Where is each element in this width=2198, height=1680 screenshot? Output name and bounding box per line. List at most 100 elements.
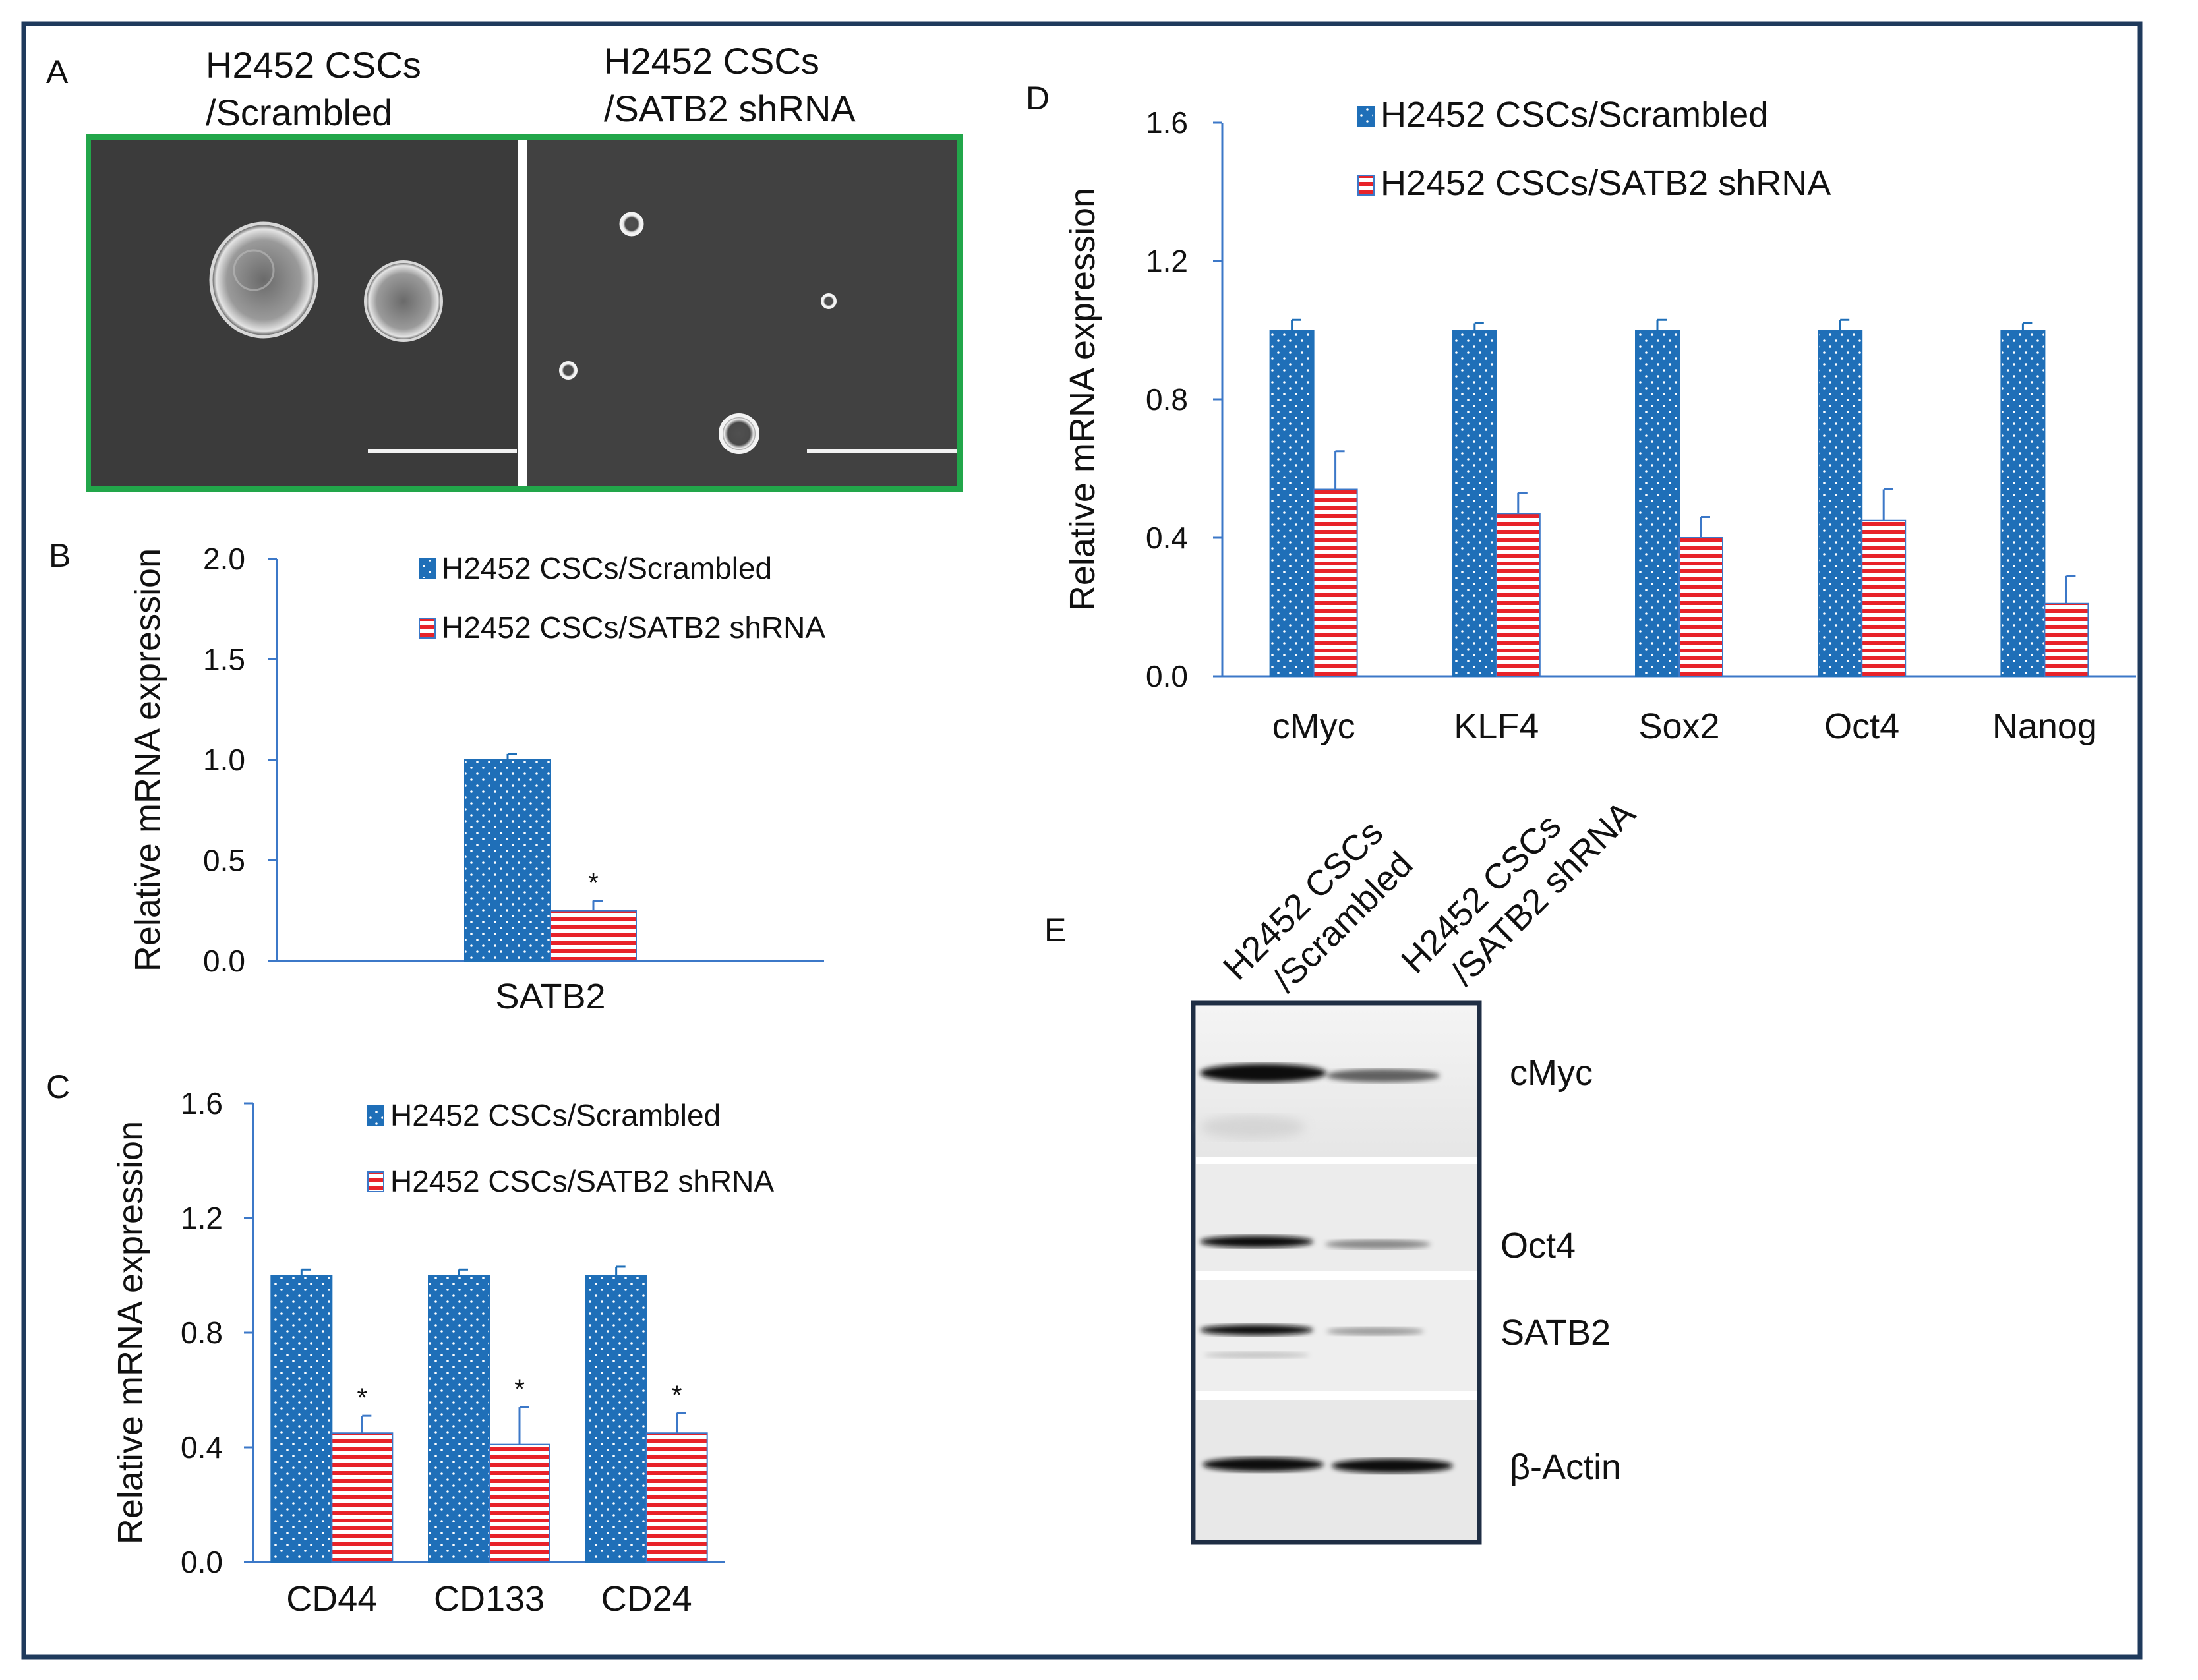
bar-scrambled <box>1818 330 1863 677</box>
panel-a-left-title-1: H2452 CSCs <box>206 44 421 86</box>
category-label: Sox2 <box>1638 707 1719 746</box>
band-satb2-shrna <box>1326 1327 1424 1335</box>
band-cmyc-scrambled <box>1200 1064 1326 1082</box>
legend-label-shrna: H2452 CSCs/SATB2 shRNA <box>390 1164 774 1198</box>
panel-d-label: D <box>1026 80 1050 117</box>
bar-shrna <box>2044 602 2089 677</box>
y-tick-label: 0.4 <box>181 1430 223 1464</box>
sphere-large <box>209 221 318 339</box>
significance-star: * <box>357 1383 368 1412</box>
category-label: CD133 <box>434 1579 545 1619</box>
legend-label-scrambled: H2452 CSCs/Scrambled <box>442 551 772 585</box>
y-axis-title: Relative mRNA expression <box>128 548 167 971</box>
band-cmyc-shrna <box>1326 1069 1440 1082</box>
bar-scrambled <box>428 1275 490 1563</box>
y-tick-label: 0.0 <box>181 1545 223 1579</box>
sphere-small-4 <box>719 413 759 454</box>
western-blot <box>1191 1000 1482 1545</box>
legend-swatch-shrna <box>419 618 436 639</box>
bar-shrna <box>645 1432 708 1563</box>
bar-scrambled <box>1269 330 1315 677</box>
category-label: cMyc <box>1272 707 1355 746</box>
bar-scrambled <box>1452 330 1497 677</box>
legend-label-shrna: H2452 CSCs/SATB2 shRNA <box>1381 163 1831 203</box>
panel-a-left-title-2: /Scrambled <box>206 92 392 133</box>
bar-scrambled <box>1635 330 1680 677</box>
y-tick-label: 1.6 <box>181 1086 223 1120</box>
band-oct4-scrambled <box>1200 1236 1313 1248</box>
y-tick-label: 0.8 <box>181 1316 223 1350</box>
micrograph-panel <box>86 134 963 492</box>
y-tick-label: 2.0 <box>203 542 245 576</box>
blot-label-oct4: Oct4 <box>1500 1226 1576 1265</box>
y-tick-label: 1.2 <box>181 1201 223 1235</box>
blot-strip-oct4 <box>1196 1164 1477 1271</box>
bar-shrna <box>1678 537 1723 677</box>
legend-swatch-scrambled <box>367 1105 384 1126</box>
blot-label-actin: β-Actin <box>1510 1447 1621 1487</box>
significance-star: * <box>672 1381 682 1410</box>
legend: H2452 CSCs/Scrambled H2452 CSCs/SATB2 shR… <box>367 1098 774 1198</box>
legend-swatch-scrambled <box>419 558 436 579</box>
band-satb2-scrambled <box>1200 1325 1313 1335</box>
category-label: SATB2 <box>495 977 605 1016</box>
sphere-medium <box>364 260 443 342</box>
scale-bar-left <box>368 449 517 453</box>
bar-scrambled <box>464 759 551 962</box>
scale-bar-right <box>807 449 957 453</box>
category-label: CD24 <box>601 1579 692 1619</box>
y-tick-label: 0.0 <box>203 944 245 978</box>
category-label: Nanog <box>1992 707 2097 746</box>
blot-label-satb2: SATB2 <box>1500 1313 1611 1352</box>
legend: H2452 CSCs/Scrambled H2452 CSCs/SATB2 shR… <box>1357 95 1831 203</box>
sphere-small-1 <box>619 212 644 237</box>
sphere-small-3 <box>559 361 578 380</box>
y-tick-label: 0.4 <box>1146 521 1188 555</box>
sphere-small-2 <box>821 293 837 309</box>
legend: H2452 CSCs/Scrambled H2452 CSCs/SATB2 shR… <box>419 551 825 645</box>
band-actin-shrna <box>1332 1459 1453 1473</box>
y-tick-label: 1.2 <box>1146 244 1188 278</box>
bar-scrambled <box>585 1275 647 1563</box>
bar-shrna <box>489 1443 550 1563</box>
bar-shrna <box>331 1432 394 1563</box>
y-axis-title: Relative mRNA expression <box>111 1121 150 1544</box>
chart-panel-c: 0.0 0.4 0.8 1.2 1.6 Relative mRNA expression *… <box>111 1086 774 1619</box>
panel-e-label: E <box>1044 912 1066 948</box>
y-tick-label: 1.0 <box>203 743 245 777</box>
blot-strip-satb2 <box>1196 1280 1477 1391</box>
legend-label-shrna: H2452 CSCs/SATB2 shRNA <box>442 610 825 645</box>
y-tick-label: 1.5 <box>203 643 245 677</box>
category-label: KLF4 <box>1454 707 1539 746</box>
y-tick-label: 0.8 <box>1146 382 1188 417</box>
category-label: CD44 <box>286 1579 377 1619</box>
bar-scrambled <box>2000 330 2046 677</box>
blot-label-cmyc: cMyc <box>1510 1053 1593 1093</box>
y-axis-title: Relative mRNA expression <box>1063 188 1102 611</box>
panel-a-label: A <box>46 53 69 90</box>
significance-star: * <box>514 1375 525 1404</box>
category-label: Oct4 <box>1824 707 1899 746</box>
bar-shrna <box>1313 488 1358 677</box>
y-tick-label: 0.0 <box>1146 659 1188 693</box>
y-tick-label: 0.5 <box>203 844 245 878</box>
panel-a-right-title-1: H2452 CSCs <box>604 40 819 82</box>
panel-c-label: C <box>46 1068 70 1105</box>
legend-swatch-shrna <box>367 1171 384 1192</box>
bar-shrna <box>1861 519 1907 677</box>
bar-shrna <box>1495 513 1541 677</box>
legend-label-scrambled: H2452 CSCs/Scrambled <box>1381 95 1768 134</box>
chart-panel-d: 0.0 0.4 0.8 1.2 1.6 Relative mRNA expression c… <box>1063 95 2136 746</box>
panel-a-right-title-2: /SATB2 shRNA <box>604 88 856 129</box>
chart-panel-b: 0.0 0.5 1.0 1.5 2.0 Relative mRNA expression *… <box>128 542 825 1016</box>
legend-swatch-shrna <box>1357 175 1375 196</box>
bar-scrambled <box>270 1275 333 1563</box>
bar-shrna <box>550 910 637 962</box>
band-oct4-shrna <box>1325 1240 1431 1249</box>
band-actin-scrambled <box>1203 1457 1324 1472</box>
legend-label-scrambled: H2452 CSCs/Scrambled <box>390 1098 721 1132</box>
panel-b-label: B <box>49 537 71 574</box>
y-tick-label: 1.6 <box>1146 105 1188 140</box>
significance-star: * <box>588 869 599 898</box>
